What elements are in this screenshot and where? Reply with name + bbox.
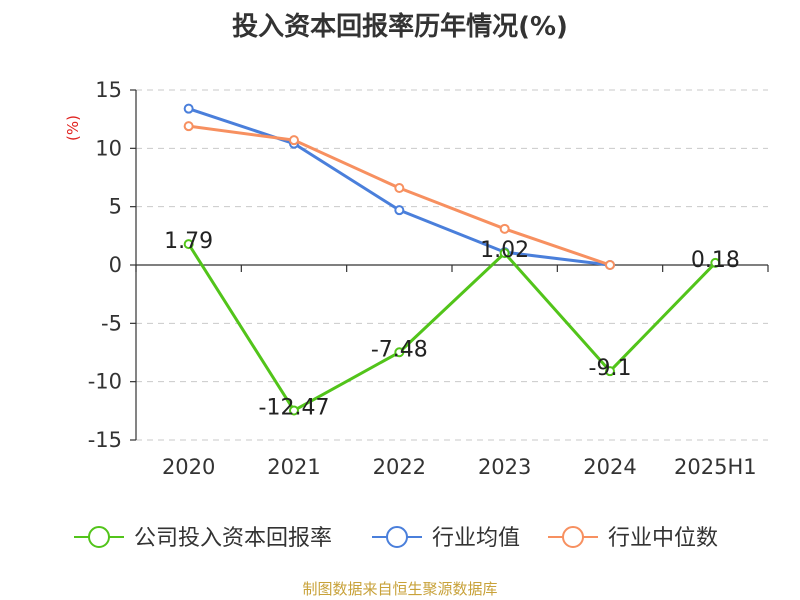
axes: 2020 2021 2022 2023 2024 2025H1 [130, 89, 769, 479]
data-label: -9.1 [589, 356, 632, 381]
legend: 公司投入资本回报率 行业均值 行业中位数 [74, 526, 718, 551]
data-point [183, 103, 194, 114]
data-label: 1.79 [164, 229, 213, 254]
x-tick-label: 2021 [267, 455, 320, 479]
data-point [394, 205, 405, 216]
data-point [499, 223, 510, 234]
chart-title: 投入资本回报率历年情况(%) [232, 12, 568, 42]
data-label: 0.18 [691, 248, 740, 273]
x-tick-label: 2023 [478, 455, 531, 479]
data-point [394, 347, 405, 358]
data-point [499, 248, 510, 259]
series-line [188, 124, 611, 267]
y-tick-label: -5 [101, 311, 122, 335]
legend-label[interactable]: 行业中位数 [608, 526, 718, 551]
x-tick-label: 2024 [583, 455, 636, 479]
data-point [605, 366, 615, 377]
data-point [289, 135, 299, 146]
series-lines [183, 103, 721, 416]
data-point [394, 183, 405, 193]
legend-marker [562, 526, 584, 548]
data-label: 1.02 [480, 238, 529, 263]
legend-marker [386, 526, 408, 548]
x-tick-label: 2020 [162, 455, 215, 479]
line-chart: 15 10 5 0 -5 -10 -15 2020 2021 2022 2023 2024 2025H… [64, 78, 769, 551]
legend-label[interactable]: 公司投入资本回报率 [134, 526, 332, 551]
legend-label[interactable]: 行业均值 [432, 526, 520, 551]
data-source-note: 制图数据来自恒生聚源数据库 [302, 580, 498, 598]
y-axis-unit: (%) [64, 115, 82, 141]
data-labels: 1.79 -12.47 -7.48 1.02 -9.1 0.18 [164, 229, 740, 420]
data-point [710, 257, 721, 268]
data-point [183, 239, 194, 250]
y-tick-label: -15 [88, 428, 122, 452]
data-label: -12.47 [259, 395, 330, 420]
y-tick-label: 15 [95, 78, 122, 102]
y-tick-label: 0 [109, 253, 122, 277]
legend-marker [88, 526, 110, 548]
x-tick-label: 2022 [373, 455, 426, 479]
x-tick-label: 2025H1 [674, 455, 757, 479]
data-point [605, 260, 615, 270]
y-tick-label: 5 [109, 195, 122, 219]
data-label: -7.48 [371, 337, 428, 362]
data-point [289, 405, 299, 416]
data-point [183, 121, 194, 132]
grid-lines: 15 10 5 0 -5 -10 -15 [88, 78, 768, 452]
series-line [187, 243, 717, 412]
y-tick-label: -10 [88, 370, 122, 394]
y-tick-label: 10 [95, 136, 122, 160]
